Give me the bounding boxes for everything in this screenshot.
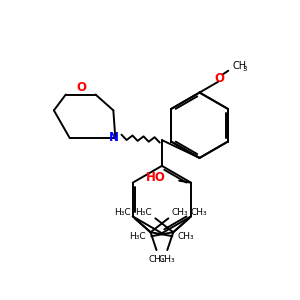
Text: CH₃: CH₃ — [178, 232, 194, 241]
Text: H₃C: H₃C — [129, 232, 146, 241]
Text: CH₃: CH₃ — [159, 256, 175, 265]
Text: N: N — [109, 130, 119, 144]
Text: HO: HO — [146, 171, 165, 184]
Text: O: O — [214, 72, 224, 85]
Text: CH₃: CH₃ — [148, 256, 165, 265]
Text: H₃C: H₃C — [115, 208, 131, 217]
Text: H₃C: H₃C — [135, 208, 152, 217]
Text: O: O — [76, 81, 87, 94]
Text: CH₃: CH₃ — [172, 208, 189, 217]
Text: CH₃: CH₃ — [191, 208, 207, 217]
Text: 3: 3 — [242, 66, 247, 72]
Text: CH: CH — [232, 61, 246, 71]
